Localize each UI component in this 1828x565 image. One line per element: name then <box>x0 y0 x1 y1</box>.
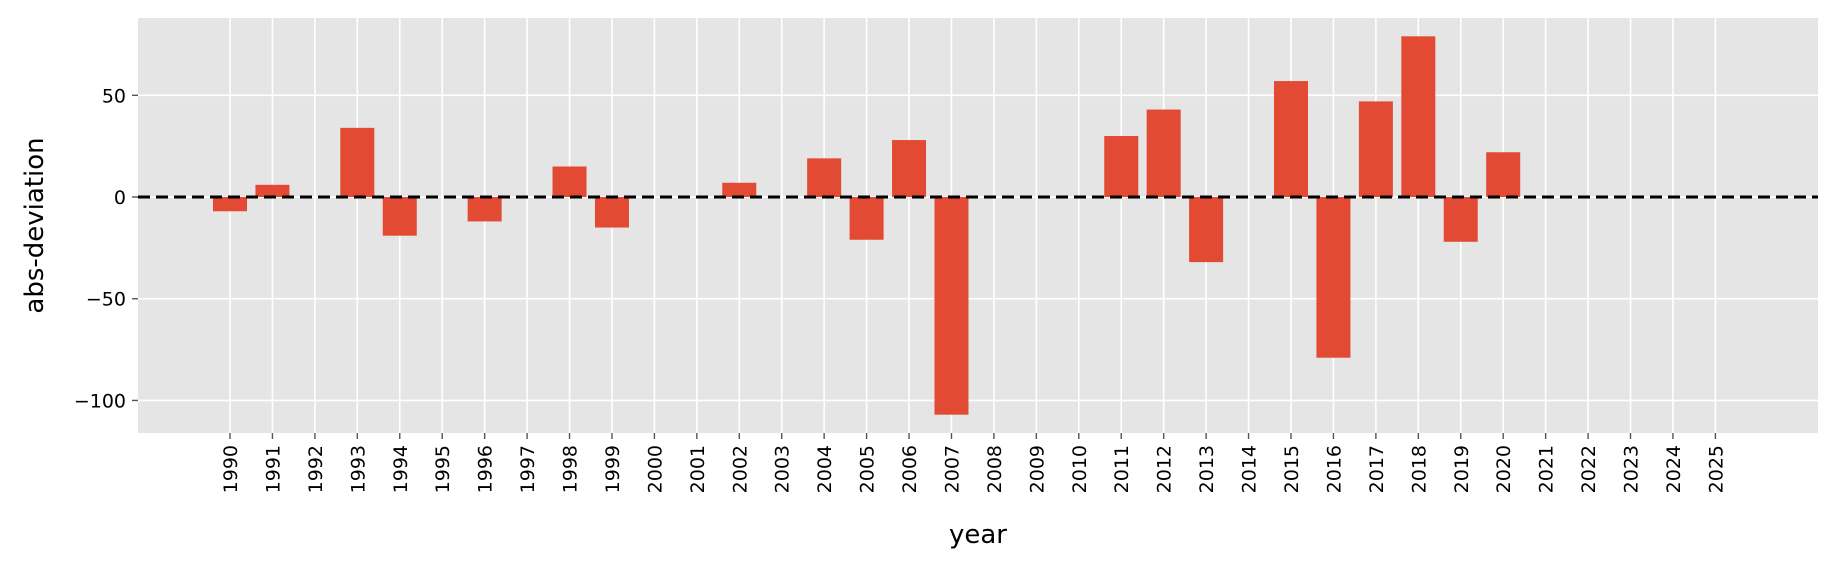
bars <box>213 36 1521 415</box>
x-tick-label: 2006 <box>899 445 921 493</box>
x-tick-label: 1995 <box>432 445 454 493</box>
bar <box>934 197 969 415</box>
x-tick-label: 2020 <box>1493 445 1515 493</box>
bar <box>213 197 247 212</box>
x-tick-label: 2000 <box>644 445 666 493</box>
bar <box>1146 109 1181 198</box>
bar <box>849 197 884 240</box>
x-tick-label: 2003 <box>772 445 794 493</box>
bar <box>552 166 587 198</box>
y-tick-label: 0 <box>114 187 126 209</box>
x-tick-label: 2014 <box>1239 445 1261 493</box>
x-tick-label: 2010 <box>1069 445 1091 493</box>
bar <box>382 197 417 236</box>
x-tick-label: 2005 <box>857 445 879 493</box>
x-tick-label: 2018 <box>1408 445 1430 493</box>
x-tick-label: 2013 <box>1196 445 1218 493</box>
bar <box>467 197 502 222</box>
x-tick-label: 1998 <box>560 445 582 493</box>
x-axis-ticks: 1990 1991 1992 1993 1994 1995 1996 1997 1998 1999… <box>220 433 1727 493</box>
bar <box>1443 197 1478 242</box>
plot-background <box>138 18 1818 433</box>
bar <box>1486 152 1521 198</box>
x-tick-label: 2011 <box>1111 445 1133 493</box>
x-tick-label: 1990 <box>220 445 242 493</box>
bar <box>807 158 842 198</box>
bar <box>1358 101 1393 198</box>
x-tick-label: 2017 <box>1366 445 1388 493</box>
bar <box>1401 36 1436 198</box>
x-tick-label: 1991 <box>262 445 284 493</box>
x-tick-label: 2001 <box>687 445 709 493</box>
bar <box>892 140 927 198</box>
x-tick-label: 1997 <box>517 445 539 493</box>
x-tick-label: 1993 <box>347 445 369 493</box>
x-tick-label: 2002 <box>729 445 751 493</box>
x-tick-label: 2015 <box>1281 445 1303 493</box>
y-tick-label: 50 <box>102 85 126 107</box>
y-tick-label: −50 <box>86 289 126 311</box>
x-tick-label: 2012 <box>1154 445 1176 493</box>
bar <box>1189 197 1224 263</box>
bar <box>1274 81 1308 198</box>
x-tick-label: 1992 <box>305 445 327 493</box>
y-axis-label: abs-deviation <box>20 137 50 313</box>
x-tick-label: 2007 <box>941 445 963 493</box>
x-tick-label: 2023 <box>1621 445 1643 493</box>
y-tick-label: −100 <box>74 390 126 412</box>
x-tick-label: 2025 <box>1705 445 1727 493</box>
x-tick-label: 1999 <box>602 445 624 493</box>
x-tick-label: 2016 <box>1323 445 1345 493</box>
bar <box>1104 135 1139 198</box>
y-axis-ticks: −100 −50 0 50 <box>74 85 138 412</box>
bar <box>722 182 757 198</box>
bar <box>340 127 375 198</box>
x-tick-label: 2022 <box>1578 445 1600 493</box>
x-tick-label: 1996 <box>475 445 497 493</box>
x-tick-label: 2009 <box>1026 445 1048 493</box>
bar <box>1316 197 1351 358</box>
x-axis-label: year <box>949 520 1007 550</box>
bar <box>255 184 290 198</box>
bar <box>594 197 629 228</box>
x-tick-label: 2024 <box>1663 445 1685 493</box>
x-tick-label: 2019 <box>1451 445 1473 493</box>
x-tick-label: 2021 <box>1536 445 1558 493</box>
x-tick-label: 2004 <box>814 445 836 493</box>
x-tick-label: 2008 <box>984 445 1006 493</box>
x-tick-label: 1994 <box>390 445 412 493</box>
